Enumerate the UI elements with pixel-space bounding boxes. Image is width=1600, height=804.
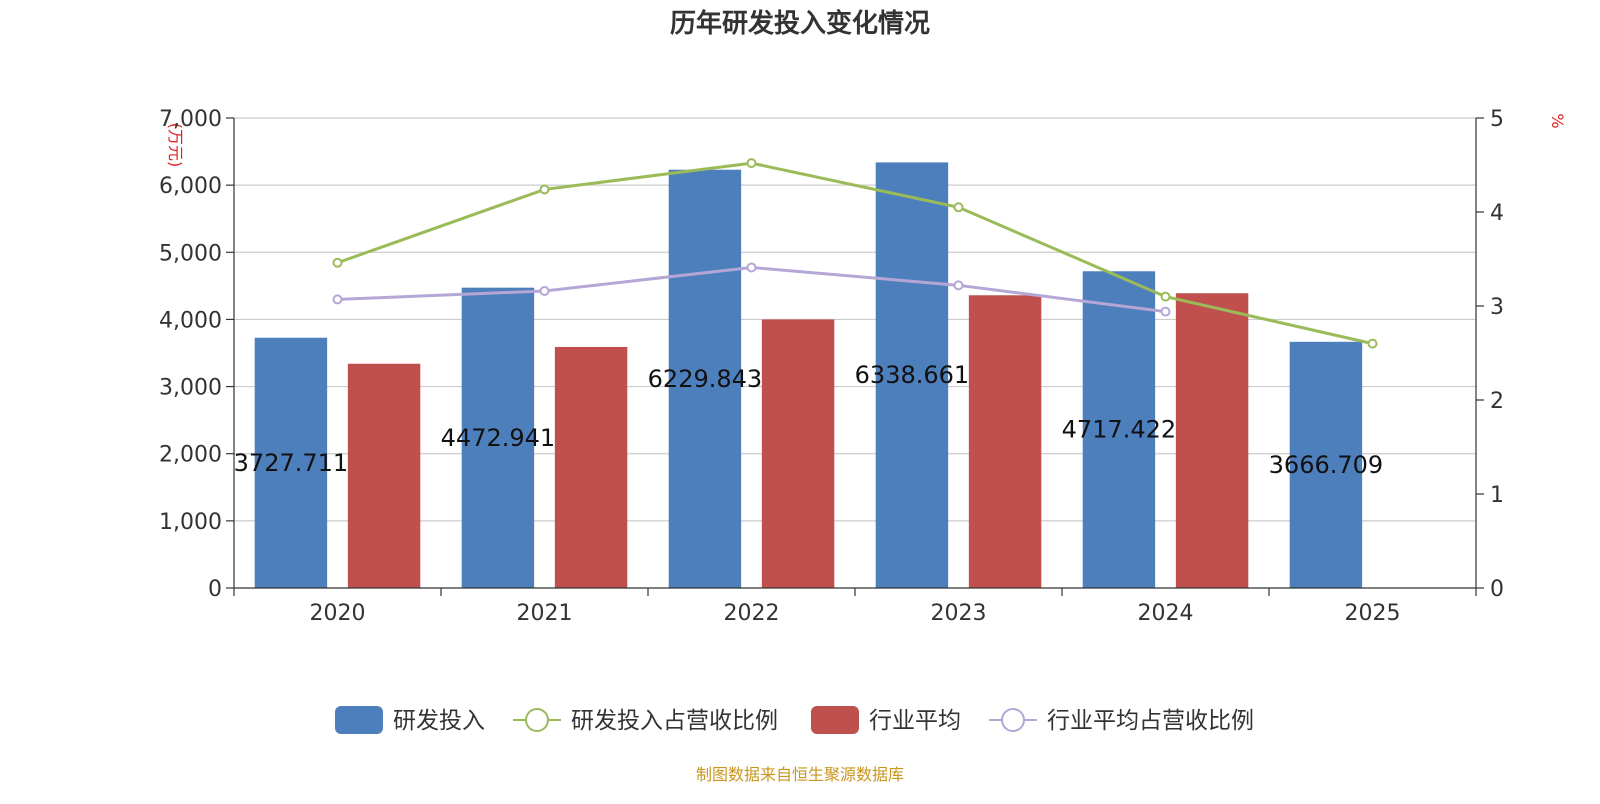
y-left-tick-label: 2,000 [159, 443, 222, 468]
legend-item-1[interactable]: 研发投入占营收比例 [513, 708, 778, 734]
axes: 0 1,000 2,000 3,000 4,000 5,000 6,000 7,000 0 1 2 3… [159, 107, 1504, 626]
bars-layer [254, 162, 1363, 589]
bar-s0-2020 [254, 337, 328, 588]
line-point [1160, 306, 1171, 317]
lines-layer [332, 158, 1378, 349]
line-point [332, 294, 343, 305]
line-point [953, 202, 964, 213]
data-label: 4472.941 [441, 424, 556, 452]
y-left-tick-label: 3,000 [159, 376, 222, 401]
y-left-unit-label: (万元) [166, 123, 185, 168]
line-point [746, 262, 757, 273]
bar-s0-2025 [1289, 341, 1363, 588]
bar-s1-2020 [347, 363, 421, 588]
y-right-tick-label: 3 [1490, 295, 1504, 320]
legend-label: 行业平均 [869, 708, 961, 734]
bar-s0-2023 [875, 162, 949, 589]
data-labels: 3727.711 4472.941 6229.843 6338.661 4717.422… [234, 361, 1384, 479]
legend-item-3[interactable]: 行业平均占营收比例 [989, 708, 1254, 734]
legend-item-2[interactable]: 行业平均 [811, 706, 961, 734]
data-label: 6229.843 [648, 365, 763, 393]
bar-s1-2023 [968, 295, 1042, 588]
data-label: 4717.422 [1062, 416, 1177, 444]
x-tick-label: 2025 [1345, 601, 1401, 626]
line-point [539, 184, 550, 195]
x-tick-label: 2024 [1138, 601, 1194, 626]
line-series-0 [336, 161, 1373, 346]
legend-label: 研发投入 [393, 708, 485, 734]
line-point [332, 257, 343, 268]
data-label: 6338.661 [855, 361, 970, 389]
bar-s0-2021 [461, 287, 535, 588]
y-left-tick-label: 6,000 [159, 174, 222, 199]
legend-swatch-bar [335, 706, 383, 734]
y-right-tick-label: 4 [1490, 201, 1504, 226]
x-tick-label: 2021 [517, 601, 573, 626]
data-label: 3727.711 [234, 449, 349, 477]
legend-swatch-marker [1001, 708, 1025, 732]
line-point [1367, 338, 1378, 349]
chart-title: 历年研发投入变化情况 [670, 8, 930, 39]
x-tick-label: 2022 [724, 601, 780, 626]
bar-s0-2024 [1082, 271, 1156, 588]
legend-swatch-marker [525, 708, 549, 732]
y-left-tick-label: 7,000 [159, 107, 222, 132]
line-point [1160, 291, 1171, 302]
bar-s0-2022 [668, 169, 742, 588]
y-right-tick-label: 2 [1490, 389, 1504, 414]
legend-item-0[interactable]: 研发投入 [335, 706, 485, 734]
y-left-tick-label: 5,000 [159, 241, 222, 266]
bar-s1-2022 [761, 319, 835, 588]
bar-s1-2024 [1175, 293, 1249, 588]
legend-label: 研发投入占营收比例 [571, 708, 778, 734]
bar-s1-2021 [554, 346, 628, 588]
legend: 研发投入 研发投入占营收比例 行业平均 行业平均占营收比例 [335, 706, 1254, 734]
y-left-tick-label: 4,000 [159, 308, 222, 333]
y-right-tick-label: 0 [1490, 577, 1504, 602]
line-point [746, 158, 757, 169]
x-tick-label: 2023 [931, 601, 987, 626]
x-tick-label: 2020 [310, 601, 366, 626]
y-right-tick-label: 5 [1490, 107, 1504, 132]
legend-swatch-bar [811, 706, 859, 734]
line-point [539, 285, 550, 296]
data-label: 3666.709 [1269, 451, 1384, 479]
y-right-tick-label: 1 [1490, 483, 1504, 508]
y-right-unit-label: % [1548, 113, 1567, 128]
source-note: 制图数据来自恒生聚源数据库 [696, 765, 904, 784]
y-left-tick-label: 0 [208, 577, 222, 602]
legend-label: 行业平均占营收比例 [1047, 708, 1254, 734]
y-left-tick-label: 1,000 [159, 510, 222, 535]
line-point [953, 280, 964, 291]
